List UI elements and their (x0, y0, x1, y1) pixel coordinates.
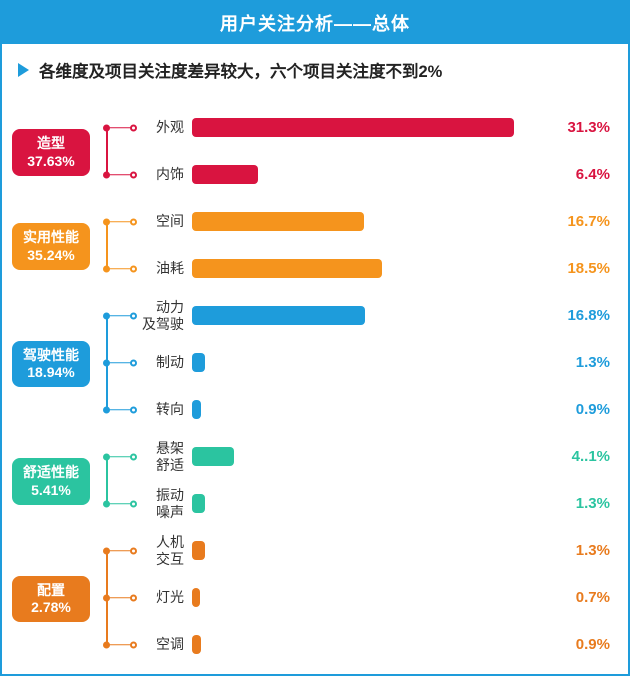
connector (102, 574, 140, 621)
connector (102, 104, 140, 151)
connector (102, 339, 140, 386)
chart-row: 振动噪声 1.3% (12, 480, 610, 527)
item-value: 6.4% (552, 166, 610, 183)
category-box: 驾驶性能18.94% (12, 341, 90, 388)
bar (192, 447, 234, 466)
item-label: 转向 (140, 401, 192, 417)
chart-title: 用户关注分析——总体 (2, 2, 628, 44)
bar (192, 118, 514, 137)
item-label: 外观 (140, 119, 192, 135)
chart-row: 动力及驾驶 16.8% (12, 292, 610, 339)
category-box: 造型37.63% (12, 129, 90, 176)
item-label: 动力及驾驶 (140, 299, 192, 331)
chart-row: 内饰 6.4% (12, 151, 610, 198)
bar (192, 165, 258, 184)
category-box: 配置2.78% (12, 576, 90, 623)
item-label: 空调 (140, 636, 192, 652)
item-value: 1.3% (552, 495, 610, 512)
bar (192, 353, 205, 372)
chart-row: 制动 1.3% (12, 339, 610, 386)
connector (102, 292, 140, 339)
item-label: 悬架舒适 (140, 440, 192, 472)
connector (102, 433, 140, 480)
item-label: 人机交互 (140, 534, 192, 566)
chart-row: 转向 0.9% (12, 386, 610, 433)
bar (192, 541, 205, 560)
connector (102, 245, 140, 292)
bar (192, 259, 382, 278)
item-value: 31.3% (552, 119, 610, 136)
bar (192, 635, 201, 654)
chart-area: 外观 31.3% 内饰 6.4% 空间 16.7% 油耗 18.5% 动力及驾驶 16.8% 制动 1… (2, 92, 628, 678)
connector (102, 527, 140, 574)
chart-row: 外观 31.3% (12, 104, 610, 151)
item-value: 18.5% (552, 260, 610, 277)
bar (192, 494, 205, 513)
connector (102, 386, 140, 433)
item-value: 16.7% (552, 213, 610, 230)
item-value: 0.9% (552, 636, 610, 653)
chart-row: 油耗 18.5% (12, 245, 610, 292)
item-label: 空间 (140, 213, 192, 229)
bar (192, 588, 200, 607)
item-value: 1.3% (552, 542, 610, 559)
arrow-icon (18, 63, 29, 77)
bar (192, 212, 364, 231)
item-value: 1.3% (552, 354, 610, 371)
item-value: 16.8% (552, 307, 610, 324)
chart-container: 用户关注分析——总体 各维度及项目关注度差异较大，六个项目关注度不到2% 外观 3… (0, 0, 630, 676)
item-label: 制动 (140, 354, 192, 370)
connector (102, 621, 140, 668)
connector (102, 198, 140, 245)
item-label: 油耗 (140, 260, 192, 276)
item-value: 4..1% (552, 448, 610, 465)
subheader-text: 各维度及项目关注度差异较大，六个项目关注度不到2% (39, 58, 442, 82)
connector (102, 151, 140, 198)
bar (192, 400, 201, 419)
item-value: 0.7% (552, 589, 610, 606)
chart-row: 空调 0.9% (12, 621, 610, 668)
item-label: 内饰 (140, 166, 192, 182)
bar (192, 306, 365, 325)
item-label: 振动噪声 (140, 487, 192, 519)
connector (102, 480, 140, 527)
item-value: 0.9% (552, 401, 610, 418)
item-label: 灯光 (140, 589, 192, 605)
chart-row: 灯光 0.7% (12, 574, 610, 621)
chart-row: 空间 16.7% (12, 198, 610, 245)
category-box: 舒适性能5.41% (12, 458, 90, 505)
category-box: 实用性能35.24% (12, 223, 90, 270)
chart-subheader: 各维度及项目关注度差异较大，六个项目关注度不到2% (2, 44, 628, 92)
chart-row: 人机交互 1.3% (12, 527, 610, 574)
chart-row: 悬架舒适 4..1% (12, 433, 610, 480)
